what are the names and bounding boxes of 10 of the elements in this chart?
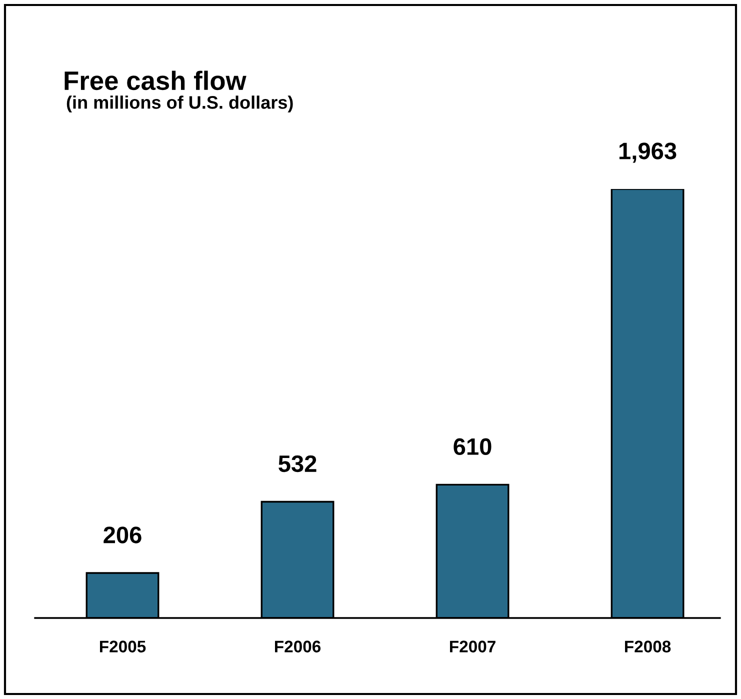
chart-subtitle: (in millions of U.S. dollars) [66,96,293,112]
x-tick-label: F2008 [625,640,671,652]
chart-title: Free cash flow [64,70,246,90]
data-label: 1,963 [619,142,676,163]
data-label: 532 [278,455,316,472]
data-label: 206 [104,526,142,544]
data-label: 610 [454,438,492,456]
x-tick-label: F2006 [275,640,321,652]
x-tick-label: F2007 [450,640,496,652]
x-tick-label: F2005 [100,640,146,652]
